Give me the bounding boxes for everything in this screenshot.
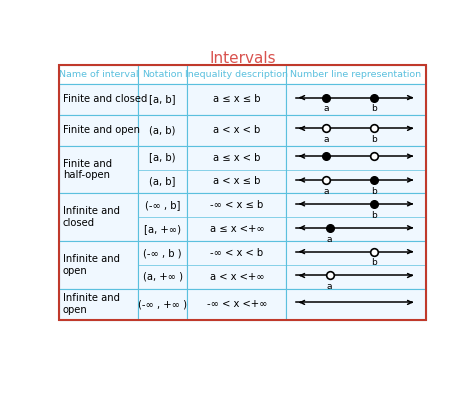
Bar — [187, 115, 287, 146]
Bar — [138, 289, 187, 320]
Text: a: a — [327, 234, 333, 244]
Bar — [287, 193, 426, 241]
Text: b: b — [371, 187, 377, 196]
Bar — [138, 65, 187, 84]
Text: a < x <+∞: a < x <+∞ — [210, 272, 264, 282]
Bar — [59, 289, 138, 320]
Text: -∞ < x ≤ b: -∞ < x ≤ b — [210, 200, 263, 210]
Text: a: a — [324, 187, 329, 196]
Bar — [187, 146, 287, 193]
Text: a: a — [324, 135, 329, 144]
Text: Infinite and
open: Infinite and open — [63, 294, 120, 315]
Bar — [287, 65, 426, 84]
Bar — [187, 65, 287, 84]
Text: a ≤ x ≤ b: a ≤ x ≤ b — [213, 94, 261, 104]
Text: Notation: Notation — [142, 70, 183, 79]
Text: (a, b]: (a, b] — [149, 176, 176, 186]
Bar — [59, 65, 426, 320]
Bar — [138, 115, 187, 146]
Text: (-∞ , b ): (-∞ , b ) — [143, 248, 182, 258]
Bar — [59, 115, 138, 146]
Text: Infinite and
open: Infinite and open — [63, 254, 120, 276]
Bar — [59, 241, 138, 289]
Text: (-∞ , +∞ ): (-∞ , +∞ ) — [138, 299, 187, 309]
Text: a: a — [327, 282, 333, 291]
Text: -∞ < x < b: -∞ < x < b — [210, 248, 263, 258]
Bar — [287, 146, 426, 193]
Bar — [59, 193, 138, 241]
Text: a ≤ x < b: a ≤ x < b — [213, 152, 261, 162]
Text: Finite and
half-open: Finite and half-open — [63, 159, 112, 180]
Bar — [59, 65, 138, 84]
Bar — [187, 241, 287, 289]
Bar — [59, 146, 138, 193]
Text: Inequality description: Inequality description — [185, 70, 289, 79]
Text: [a, +∞): [a, +∞) — [144, 224, 181, 234]
Text: -∞ < x <+∞: -∞ < x <+∞ — [207, 299, 267, 309]
Bar — [138, 146, 187, 193]
Text: Name of interval: Name of interval — [59, 70, 138, 79]
Bar — [138, 241, 187, 289]
Bar — [287, 289, 426, 320]
Text: Infinite and
closed: Infinite and closed — [63, 206, 120, 228]
Text: [a, b): [a, b) — [149, 152, 176, 162]
Text: (a, +∞ ): (a, +∞ ) — [143, 272, 183, 282]
Bar — [187, 193, 287, 241]
Text: a < x < b: a < x < b — [213, 125, 261, 135]
Text: b: b — [371, 211, 377, 220]
Bar — [287, 241, 426, 289]
Bar — [187, 84, 287, 115]
Text: Number line representation: Number line representation — [290, 70, 421, 79]
Bar — [287, 115, 426, 146]
Text: [a, b]: [a, b] — [149, 94, 176, 104]
Bar — [59, 84, 138, 115]
Bar — [138, 193, 187, 241]
Text: b: b — [371, 258, 377, 267]
Text: Finite and closed: Finite and closed — [63, 94, 147, 104]
Bar — [187, 289, 287, 320]
Text: a ≤ x <+∞: a ≤ x <+∞ — [210, 224, 264, 234]
Text: Intervals: Intervals — [209, 50, 276, 66]
Text: a < x ≤ b: a < x ≤ b — [213, 176, 261, 186]
Text: (a, b): (a, b) — [149, 125, 176, 135]
Text: (-∞ , b]: (-∞ , b] — [145, 200, 180, 210]
Text: b: b — [371, 104, 377, 113]
Bar — [138, 84, 187, 115]
Text: a: a — [324, 104, 329, 113]
Bar — [287, 84, 426, 115]
Text: Finite and open: Finite and open — [63, 125, 140, 135]
Text: b: b — [371, 135, 377, 144]
